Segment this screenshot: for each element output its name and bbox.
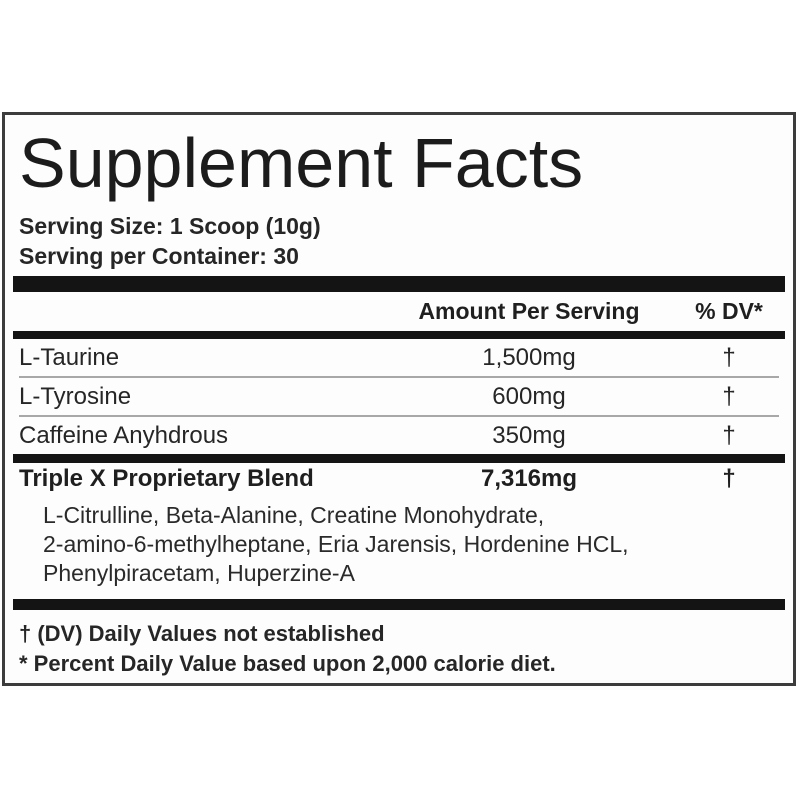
header-separator-bar xyxy=(13,331,785,339)
servings-per-container-text: Serving per Container: 30 xyxy=(19,243,299,269)
blend-row: Triple X Proprietary Blend 7,316mg † xyxy=(19,463,779,495)
ingredient-line: Phenylpiracetam, Huperzine-A xyxy=(43,560,355,586)
nutrient-amount: 350mg xyxy=(492,422,566,449)
nutrient-amount: 1,500mg xyxy=(482,344,576,371)
footnote-percent-daily-value: * Percent Daily Value based upon 2,000 c… xyxy=(19,651,556,676)
column-header-amount: Amount Per Serving xyxy=(418,298,640,324)
blend-ingredients: L-Citrulline, Beta-Alanine, Creatine Mon… xyxy=(43,501,779,588)
nutrient-row: L-Taurine 1,500mg † xyxy=(19,339,779,378)
ingredient-line: L-Citrulline, Beta-Alanine, Creatine Mon… xyxy=(43,502,545,528)
nutrient-dv: † xyxy=(722,344,736,371)
column-header-row: Amount Per Serving % DV* xyxy=(19,292,779,331)
blend-dv: † xyxy=(722,465,736,492)
footnote-separator-bar xyxy=(13,599,785,610)
column-header-dv: % DV* xyxy=(695,298,763,324)
nutrient-dv: † xyxy=(722,422,736,449)
ingredient-line: 2-amino-6-methylheptane, Eria Jarensis, … xyxy=(43,531,629,557)
page-title: Supplement Facts xyxy=(19,124,584,202)
nutrient-dv: † xyxy=(722,383,736,410)
supplement-facts-label: Supplement Facts Serving Size: 1 Scoop (… xyxy=(2,112,796,686)
nutrient-name: L-Tyrosine xyxy=(19,383,132,410)
nutrient-row: Caffeine Anyhdrous 350mg † xyxy=(19,417,779,454)
blend-amount: 7,316mg xyxy=(480,465,578,492)
separator-bar-top xyxy=(13,276,785,292)
nutrient-row: L-Tyrosine 600mg † xyxy=(19,378,779,417)
blend-separator-bar xyxy=(13,454,785,463)
blend-name: Triple X Proprietary Blend xyxy=(19,465,314,492)
nutrient-amount: 600mg xyxy=(492,383,566,410)
nutrient-name: Caffeine Anyhdrous xyxy=(19,422,229,449)
footnote-daily-value: † (DV) Daily Values not established xyxy=(19,621,385,646)
nutrient-name: L-Taurine xyxy=(19,344,120,371)
serving-size-text: Serving Size: 1 Scoop (10g) xyxy=(19,213,321,239)
